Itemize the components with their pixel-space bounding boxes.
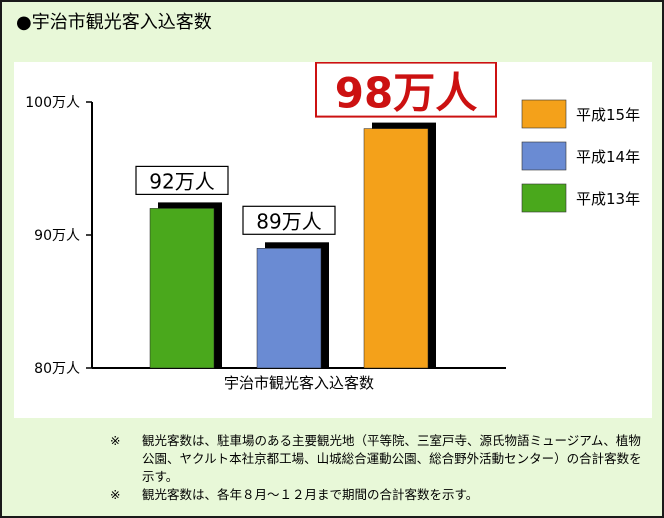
legend-swatch xyxy=(521,141,567,171)
footnote-1: ※ 観光客数は、駐車場のある主要観光地（平等院、三室戸寺、源氏物語ミュージアム、… xyxy=(110,432,650,486)
note-mark: ※ xyxy=(110,487,121,502)
note-text: 観光客数は、各年８月～１２月まで期間の合計客数を示す。 xyxy=(142,487,479,502)
value-label: 92万人 xyxy=(149,169,214,193)
y-tick-label: 100万人 xyxy=(25,95,80,111)
y-tick-label: 80万人 xyxy=(34,361,80,377)
x-axis-label: 宇治市観光客入込客数 xyxy=(224,374,374,392)
legend-label: 平成14年 xyxy=(576,148,640,166)
footnote-2: ※ 観光客数は、各年８月～１２月まで期間の合計客数を示す。 xyxy=(110,486,650,504)
plot-panel: 100万人 90万人 80万人 92万人 89万人 98万人宇治市観光客入込客数 平成15年… xyxy=(14,62,652,418)
value-label: 89万人 xyxy=(256,209,321,233)
note-mark: ※ xyxy=(110,433,121,448)
bar-平成13年 xyxy=(149,208,215,369)
value-label-box xyxy=(242,205,336,235)
bar-平成14年 xyxy=(256,248,322,369)
y-tick-label: 90万人 xyxy=(34,228,80,244)
legend-label: 平成13年 xyxy=(576,190,640,208)
footnotes: ※ 観光客数は、駐車場のある主要観光地（平等院、三室戸寺、源氏物語ミュージアム、… xyxy=(110,432,650,504)
legend-swatch xyxy=(521,183,567,213)
page-title: ●宇治市観光客入込客数 xyxy=(16,12,212,33)
note-text: 観光客数は、駐車場のある主要観光地（平等院、三室戸寺、源氏物語ミュージアム、植物… xyxy=(142,433,642,484)
value-label: 98万人 xyxy=(335,69,477,118)
legend-swatch xyxy=(521,99,567,129)
legend-label: 平成15年 xyxy=(576,106,640,124)
value-label-box xyxy=(135,165,229,196)
value-label-box xyxy=(315,62,497,118)
bar-平成15年 xyxy=(363,128,429,369)
